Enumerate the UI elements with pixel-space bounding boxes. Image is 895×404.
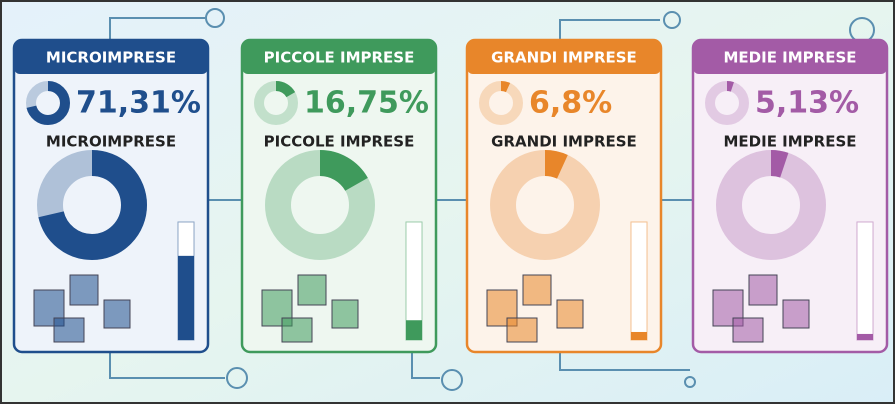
card-title: MICROIMPRESE [46, 49, 176, 67]
building-icon [104, 300, 130, 328]
building-icon [70, 275, 98, 305]
bar [631, 332, 647, 340]
bar-track [631, 222, 647, 340]
card-title: GRANDI IMPRESE [491, 49, 637, 67]
building-icon [733, 318, 763, 342]
building-icon [523, 275, 551, 305]
card-title: PICCOLE IMPRESE [264, 49, 415, 67]
card: GRANDI IMPRESE 6,8% GRANDI IMPRESE [467, 40, 661, 352]
building-icon [54, 318, 84, 342]
building-icon [783, 300, 809, 328]
building-icon [507, 318, 537, 342]
building-icon [557, 300, 583, 328]
card: MEDIE IMPRESE 5,13% MEDIE IMPRESE [693, 40, 887, 352]
card-subtitle: PICCOLE IMPRESE [264, 133, 415, 151]
percent-label: 71,31% [76, 86, 201, 121]
percent-label: 5,13% [755, 86, 859, 121]
card: MICROIMPRESE 71,31% MICROIMPRESE [14, 40, 208, 352]
card-subtitle: MEDIE IMPRESE [723, 133, 856, 151]
card: PICCOLE IMPRESE 16,75% PICCOLE IMPRESE [242, 40, 436, 352]
card-subtitle: MICROIMPRESE [46, 133, 176, 151]
percent-label: 6,8% [529, 86, 612, 121]
infographic: MICROIMPRESE 71,31% MICROIMPRESE PICCOLE IM… [0, 0, 895, 404]
building-icon [282, 318, 312, 342]
building-icon [749, 275, 777, 305]
building-icon [298, 275, 326, 305]
bar [857, 334, 873, 340]
building-icon [332, 300, 358, 328]
percent-label: 16,75% [304, 86, 429, 121]
card-subtitle: GRANDI IMPRESE [491, 133, 637, 151]
card-title: MEDIE IMPRESE [723, 49, 856, 67]
bar [406, 320, 422, 340]
bar-track [857, 222, 873, 340]
bar [178, 256, 194, 340]
